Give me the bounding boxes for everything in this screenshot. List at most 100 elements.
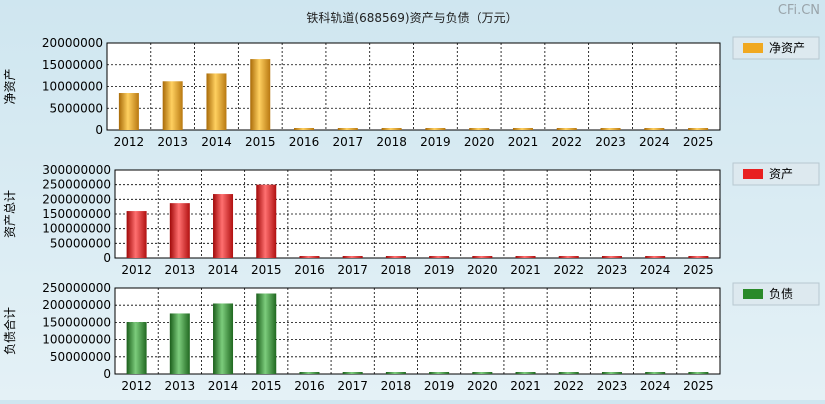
x-tick-label: 2012 — [121, 379, 152, 393]
x-tick-label: 2013 — [165, 263, 196, 277]
bar-2019 — [429, 372, 450, 374]
legend-label: 负债 — [769, 287, 793, 301]
y-tick-label: 300000000 — [42, 163, 111, 177]
bar-2025 — [688, 128, 709, 130]
watermark: CFi.CN — [778, 3, 820, 18]
x-tick-label: 2025 — [683, 379, 714, 393]
y-axis-label: 负债合计 — [2, 307, 17, 355]
bar-2019 — [429, 256, 450, 258]
x-tick-label: 2023 — [597, 379, 628, 393]
bar-2021 — [512, 128, 533, 130]
x-tick-label: 2018 — [376, 135, 407, 149]
bar-2012 — [126, 322, 147, 374]
x-tick-label: 2023 — [597, 263, 628, 277]
bar-2016 — [299, 372, 320, 374]
bar-2013 — [162, 81, 183, 130]
bar-2017 — [337, 128, 358, 130]
x-tick-label: 2019 — [424, 379, 455, 393]
bar-2025 — [688, 256, 709, 258]
x-tick-label: 2012 — [114, 135, 145, 149]
x-tick-label: 2020 — [467, 263, 498, 277]
chart-title: 铁科轨道(688569)资产与负债（万元） — [306, 11, 517, 25]
bar-2016 — [299, 256, 320, 258]
bar-2012 — [126, 211, 147, 258]
y-tick-label: 10000000 — [42, 80, 103, 94]
x-tick-label: 2024 — [640, 263, 671, 277]
x-tick-label: 2013 — [165, 379, 196, 393]
y-tick-label: 250000000 — [42, 178, 111, 192]
x-tick-label: 2016 — [294, 263, 325, 277]
y-tick-label: 0 — [103, 367, 111, 381]
panel-1: 0 5000000 10000000 15000000 20000000 2012 2013… — [3, 36, 820, 149]
y-tick-label: 50000000 — [50, 236, 111, 250]
legend-swatch — [743, 169, 763, 179]
bar-2022 — [558, 256, 579, 258]
panel-2: 0500000001000000001500000002000000002500… — [3, 162, 820, 277]
bar-2018 — [381, 128, 402, 130]
y-tick-label: 0 — [103, 251, 111, 265]
x-tick-label: 2019 — [420, 135, 451, 149]
bar-2021 — [515, 372, 536, 374]
panel-3: 0 50000000 100000000 150000000 200000000 2500… — [2, 281, 820, 393]
legend-box — [732, 36, 820, 60]
y-tick-label: 15000000 — [42, 58, 103, 72]
x-tick-label: 2019 — [424, 263, 455, 277]
legend-label: 资产 — [769, 167, 793, 181]
legend-label: 净资产 — [769, 41, 805, 55]
legend-box — [732, 162, 820, 186]
y-tick-label: 20000000 — [42, 36, 103, 50]
x-tick-label: 2014 — [208, 263, 239, 277]
bar-2025 — [688, 372, 709, 374]
x-tick-label: 2020 — [467, 379, 498, 393]
x-tick-label: 2021 — [510, 263, 541, 277]
x-tick-label: 2024 — [640, 379, 671, 393]
bar-2013 — [169, 203, 190, 258]
x-tick-label: 2022 — [553, 263, 584, 277]
x-tick-label: 2021 — [508, 135, 539, 149]
bar-2014 — [213, 303, 234, 374]
y-tick-label: 100000000 — [42, 333, 111, 347]
y-tick-label: 200000000 — [42, 298, 111, 312]
y-tick-label: 0 — [95, 123, 103, 137]
bar-2014 — [206, 73, 227, 130]
x-tick-label: 2018 — [381, 379, 412, 393]
bar-2024 — [644, 128, 665, 130]
x-tick-label: 2017 — [337, 263, 368, 277]
bar-2017 — [342, 372, 363, 374]
bar-2021 — [515, 256, 536, 258]
y-tick-label: 150000000 — [42, 207, 111, 221]
x-tick-label: 2015 — [251, 263, 282, 277]
x-tick-label: 2015 — [251, 379, 282, 393]
bar-2019 — [425, 128, 446, 130]
y-axis-label: 资产总计 — [3, 190, 17, 238]
x-tick-label: 2018 — [381, 263, 412, 277]
x-tick-label: 2023 — [595, 135, 626, 149]
bar-2024 — [645, 256, 666, 258]
x-tick-label: 2021 — [510, 379, 541, 393]
bar-2014 — [213, 194, 234, 258]
bar-2018 — [385, 372, 406, 374]
x-tick-label: 2020 — [464, 135, 495, 149]
x-tick-label: 2013 — [157, 135, 188, 149]
legend-swatch — [743, 43, 763, 53]
y-tick-label: 250000000 — [42, 281, 111, 295]
bar-2016 — [294, 128, 315, 130]
x-tick-label: 2017 — [337, 379, 368, 393]
bar-2020 — [472, 256, 493, 258]
x-tick-label: 2014 — [208, 379, 239, 393]
legend-box — [732, 282, 820, 306]
bar-2024 — [645, 372, 666, 374]
bar-2012 — [118, 93, 139, 130]
bar-2015 — [250, 59, 271, 130]
x-tick-label: 2016 — [294, 379, 325, 393]
legend-swatch — [743, 289, 763, 299]
legend: 净资产 — [732, 36, 820, 60]
y-tick-label: 5000000 — [50, 101, 103, 115]
bar-2023 — [601, 372, 622, 374]
x-tick-label: 2025 — [683, 135, 714, 149]
legend: 资产 — [732, 162, 820, 186]
bar-2017 — [342, 256, 363, 258]
bar-2015 — [256, 184, 277, 258]
